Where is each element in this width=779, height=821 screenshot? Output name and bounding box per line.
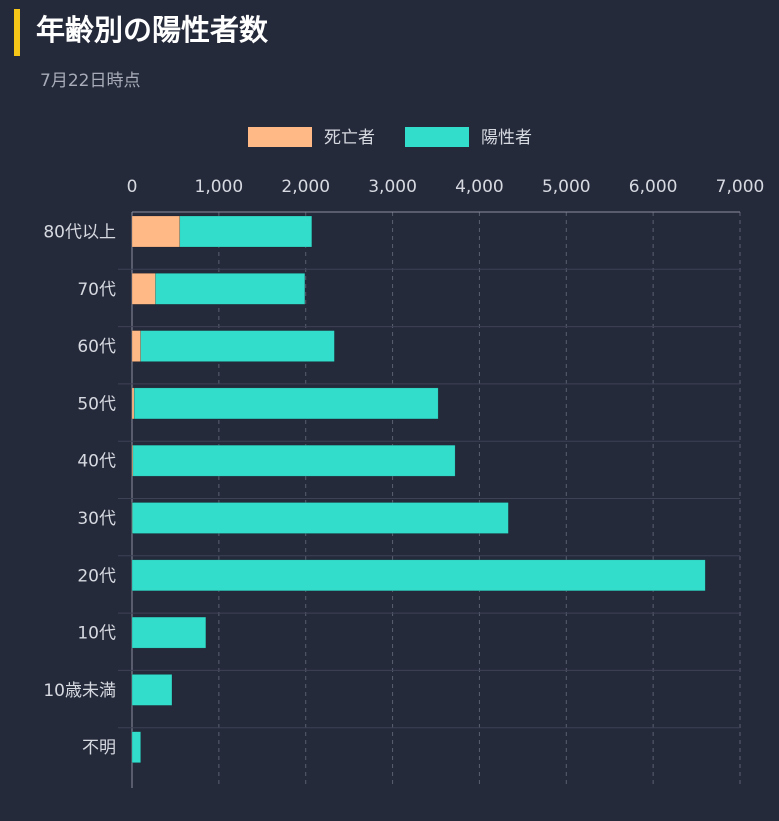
x-tick-label: 3,000 [368,177,417,197]
bar-segment [132,444,456,477]
x-tick-label: 7,000 [716,177,765,197]
x-tick-label: 5,000 [542,177,591,197]
bar-segment [131,330,141,362]
x-tick-label: 1,000 [195,177,244,197]
bar-segment [131,559,706,592]
page-subtitle: 7月22日時点 [40,71,141,91]
bar-segment [131,731,141,764]
bar-segment [131,387,135,420]
x-tick-label: 4,000 [455,177,504,197]
bar-segment [131,215,181,248]
category-label: 不明 [82,738,116,758]
x-tick-label: 6,000 [629,177,678,197]
title-accent-bar [14,9,20,56]
legend-swatch [405,127,469,147]
category-label: 10代 [77,624,116,644]
category-label: 80代以上 [43,223,116,243]
bar-segment [131,616,207,649]
bar-segment [131,674,173,706]
bar-segment [131,502,509,534]
x-tick-label: 0 [127,177,138,197]
category-label: 60代 [77,337,116,357]
page-title: 年齢別の陽性者数 [36,13,269,47]
category-label: 10歳未満 [43,681,116,701]
category-label: 40代 [77,452,116,472]
x-tick-label: 2,000 [281,177,330,197]
bar-segment [131,272,156,305]
bar-segment [133,387,439,420]
category-label: 30代 [77,509,116,529]
category-label: 50代 [77,394,116,414]
legend-label: 陽性者 [481,128,532,148]
bar-segment [179,215,313,248]
bar-segment [155,272,306,305]
category-label: 70代 [77,280,116,300]
category-label: 20代 [77,566,116,586]
legend-swatch [248,127,312,147]
legend-label: 死亡者 [324,128,375,148]
bar-segment [140,330,335,362]
